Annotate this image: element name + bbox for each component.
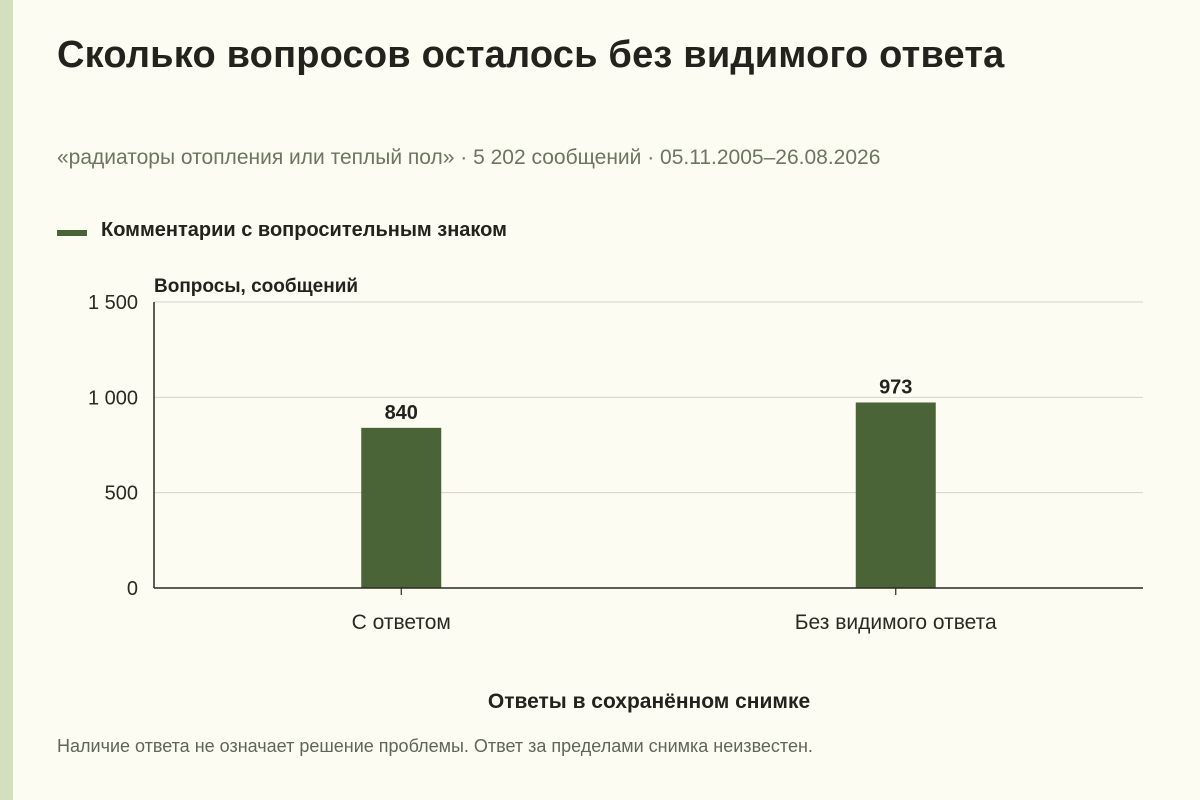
bar-value-label: 840 bbox=[385, 402, 418, 424]
y-tick-label: 1 000 bbox=[88, 387, 138, 409]
x-category-label: С ответом bbox=[352, 611, 451, 634]
left-accent-stripe bbox=[0, 0, 13, 800]
footnote: Наличие ответа не означает решение пробл… bbox=[57, 736, 813, 756]
y-axis-ticks: 0 500 1 000 1 500 bbox=[88, 292, 138, 600]
y-axis-label: Вопросы, сообщений bbox=[154, 276, 358, 297]
legend-label: Комментарии с вопросительным знаком bbox=[101, 219, 507, 241]
y-tick-label: 1 500 bbox=[88, 292, 138, 314]
bar bbox=[361, 427, 442, 588]
grid-lines bbox=[154, 301, 1143, 494]
bar-value-label: 973 bbox=[879, 376, 912, 398]
bar bbox=[855, 402, 936, 588]
chart-subtitle: «радиаторы отопления или теплый пол» · 5… bbox=[57, 146, 881, 169]
legend-swatch bbox=[57, 229, 87, 236]
chart-title: Сколько вопросов осталось без видимого о… bbox=[57, 34, 1005, 76]
axes: С ответом Без видимого ответа bbox=[153, 302, 1143, 634]
bars: 840 973 bbox=[361, 376, 936, 588]
y-tick-label: 0 bbox=[127, 578, 138, 600]
x-axis-label: Ответы в сохранённом снимке bbox=[488, 690, 810, 713]
legend: Комментарии с вопросительным знаком bbox=[57, 219, 507, 242]
x-category-label: Без видимого ответа bbox=[795, 611, 997, 634]
y-tick-label: 500 bbox=[105, 483, 138, 505]
